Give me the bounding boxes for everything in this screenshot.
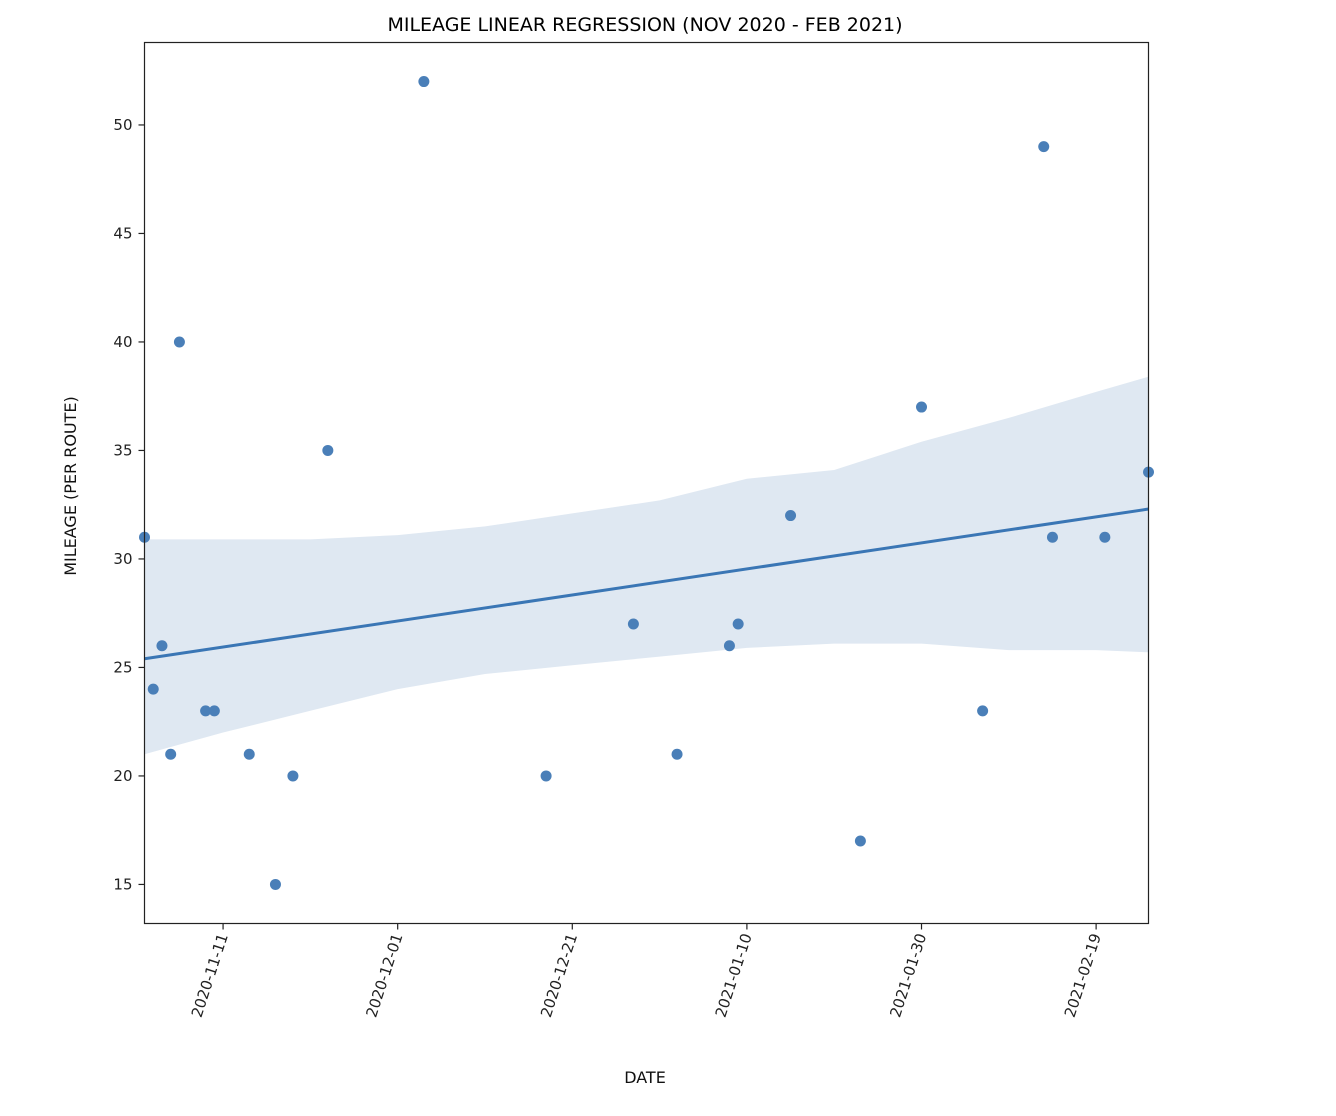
x-tick-label: 2021-01-10 [712,931,756,1019]
data-point [418,76,430,88]
y-tick-label: 25 [113,658,132,676]
data-point [723,640,735,652]
data-point [156,640,168,652]
data-point [165,748,177,760]
data-point [977,705,989,717]
x-tick-label: 2020-12-21 [537,931,581,1019]
data-point [916,401,928,413]
y-axis: 15 20 25 30 35 40 45 50 [113,116,145,893]
y-tick-label: 35 [113,441,132,459]
x-tick-label: 2021-02-19 [1061,931,1105,1019]
data-point [854,835,866,847]
y-tick-label: 40 [113,333,132,351]
plot-area [139,76,1154,890]
x-axis: 2020-11-11 2020-12-01 2020-12-21 2021-01-10… [188,923,1105,1020]
regression-line [144,507,1149,661]
y-tick-label: 20 [113,767,132,785]
data-point [785,510,797,522]
data-point [1046,531,1058,543]
y-tick-label: 15 [113,875,132,893]
y-tick-label: 30 [113,550,132,568]
plot-frame [143,41,1150,925]
data-point [1099,531,1111,543]
data-point [200,705,212,717]
data-point [732,618,744,630]
x-axis-label: DATE [624,1068,666,1087]
data-point [1038,141,1050,153]
data-points [139,76,1154,890]
x-tick-label: 2020-12-01 [362,931,406,1019]
data-point [208,705,220,717]
y-tick-label: 50 [113,116,132,134]
y-tick-label: 45 [113,224,132,242]
confidence-band [144,376,1149,755]
data-point [627,618,639,630]
x-tick-label: 2020-11-11 [188,931,232,1019]
data-point [269,878,281,890]
data-point [287,770,299,782]
data-point [540,770,552,782]
data-point [147,683,159,695]
chart-title: MILEAGE LINEAR REGRESSION (NOV 2020 - FE… [387,14,902,36]
data-point [243,748,255,760]
data-point [671,748,683,760]
x-tick-label: 2021-01-30 [886,931,930,1019]
y-axis-label: MILEAGE (PER ROUTE) [61,396,80,576]
data-point [173,336,185,348]
data-point [322,444,334,456]
